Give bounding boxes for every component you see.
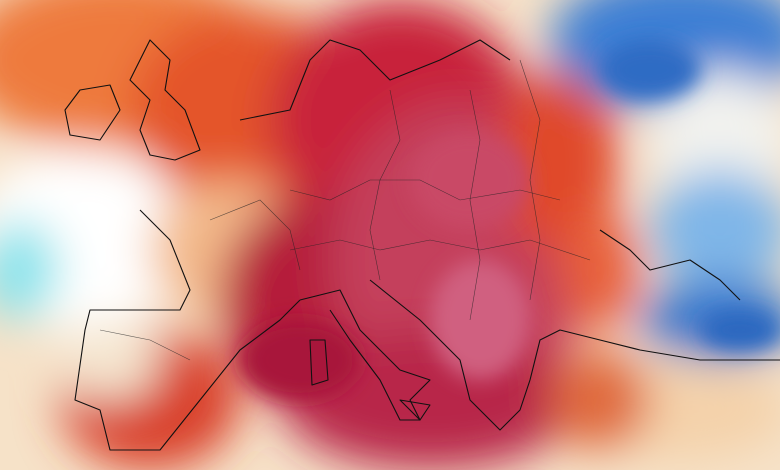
anomaly-cores <box>240 40 780 400</box>
coastlines <box>64 39 780 451</box>
borders <box>99 59 591 361</box>
